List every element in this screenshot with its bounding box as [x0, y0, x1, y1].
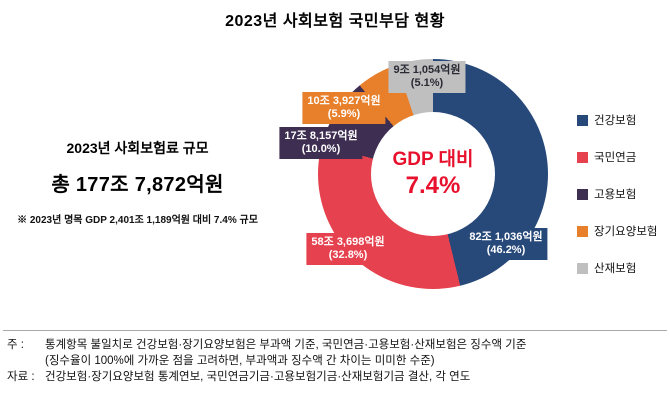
slice-amount: 17조 8,157억원 — [284, 130, 358, 142]
summary-gdp-note: ※ 2023년 명목 GDP 2,401조 1,189억원 대비 7.4% 규모 — [17, 215, 258, 226]
donut-hole: GDP 대비 7.4% — [371, 112, 495, 236]
footnote-note-text: 통계항목 불일치로 건강보험·장기요양보험은 부과액 기준, 국민연금·고용보험… — [45, 337, 666, 369]
legend-label: 장기요양보험 — [594, 226, 658, 238]
footnote-source-label: 자료 : — [7, 371, 35, 383]
slice-label-industrial-accident-insurance: 9조 1,054억원 (5.1%) — [388, 61, 466, 93]
slice-percent: (5.9%) — [327, 108, 361, 120]
legend-label: 산재보험 — [594, 263, 637, 275]
slice-percent: (46.2%) — [486, 244, 526, 256]
summary-total-amount: 총 177조 7,872억원 — [51, 174, 224, 196]
legend-label: 건강보험 — [594, 115, 637, 127]
footnote-note-label: 주 : — [7, 339, 24, 351]
footnote-source-row: 자료 : 건강보험·장기요양보험 통계연보, 국민연금기금·고용보험기금·산재보… — [7, 369, 666, 385]
donut-center-label: GDP 대비 7.4% — [392, 148, 473, 200]
footnotes: 주 : 통계항목 불일치로 건강보험·장기요양보험은 부과액 기준, 국민연금·… — [7, 337, 666, 385]
divider-line — [3, 330, 667, 331]
legend-item-health-insurance: 건강보험 — [577, 112, 657, 128]
slice-amount: 10조 3,927억원 — [307, 95, 381, 107]
legend-label: 국민연금 — [594, 152, 637, 164]
slice-percent: (10.0%) — [301, 143, 341, 155]
slice-label-health-insurance: 82조 1,036억원 (46.2%) — [464, 228, 548, 260]
legend-swatch-health-insurance — [577, 114, 588, 126]
legend-item-longterm-care-insurance: 장기요양보험 — [577, 223, 657, 239]
slice-percent: (32.8%) — [328, 249, 368, 261]
legend-swatch-employment-insurance — [577, 188, 588, 200]
slice-percent: (5.1%) — [410, 77, 444, 89]
summary-heading: 2023년 사회보험료 규모 — [66, 140, 209, 156]
legend-swatch-national-pension — [577, 151, 588, 163]
footnote-source-text: 건강보험·장기요양보험 통계연보, 국민연금기금·고용보험기금·산재보험기금 결… — [45, 371, 471, 383]
legend-label: 고용보험 — [594, 189, 637, 201]
slice-amount: 58조 3,698억원 — [311, 236, 385, 248]
footnote-note-line2: (징수율이 100%에 가까운 점을 고려하면, 부과액과 징수액 간 차이는 … — [45, 355, 435, 367]
footnote-note-row: 주 : 통계항목 불일치로 건강보험·장기요양보험은 부과액 기준, 국민연금·… — [7, 337, 666, 369]
slice-label-employment-insurance: 17조 8,157억원 (10.0%) — [279, 127, 363, 159]
page-title: 2023년 사회보험 국민부담 현황 — [225, 13, 445, 30]
gdp-ratio-caption: GDP 대비 — [392, 149, 474, 170]
slice-label-national-pension: 58조 3,698억원 (32.8%) — [306, 233, 390, 265]
legend-item-employment-insurance: 고용보험 — [577, 186, 657, 202]
slice-amount: 82조 1,036억원 — [469, 231, 543, 243]
legend-item-industrial-accident-insurance: 산재보험 — [577, 260, 657, 276]
legend-swatch-industrial-accident-insurance — [577, 262, 588, 274]
chart-legend: 건강보험 국민연금 고용보험 장기요양보험 산재보험 — [577, 112, 657, 276]
slice-label-longterm-care-insurance: 10조 3,927억원 (5.9%) — [302, 92, 386, 124]
slice-amount: 9조 1,054억원 — [393, 64, 461, 76]
legend-item-national-pension: 국민연금 — [577, 149, 657, 165]
footnote-note-line1: 통계항목 불일치로 건강보험·장기요양보험은 부과액 기준, 국민연금·고용보험… — [45, 339, 527, 351]
legend-swatch-longterm-care-insurance — [577, 225, 588, 237]
gdp-ratio-value: 7.4% — [405, 172, 461, 199]
summary-panel: 2023년 사회보험료 규모 총 177조 7,872억원 ※ 2023년 명목… — [5, 138, 270, 226]
